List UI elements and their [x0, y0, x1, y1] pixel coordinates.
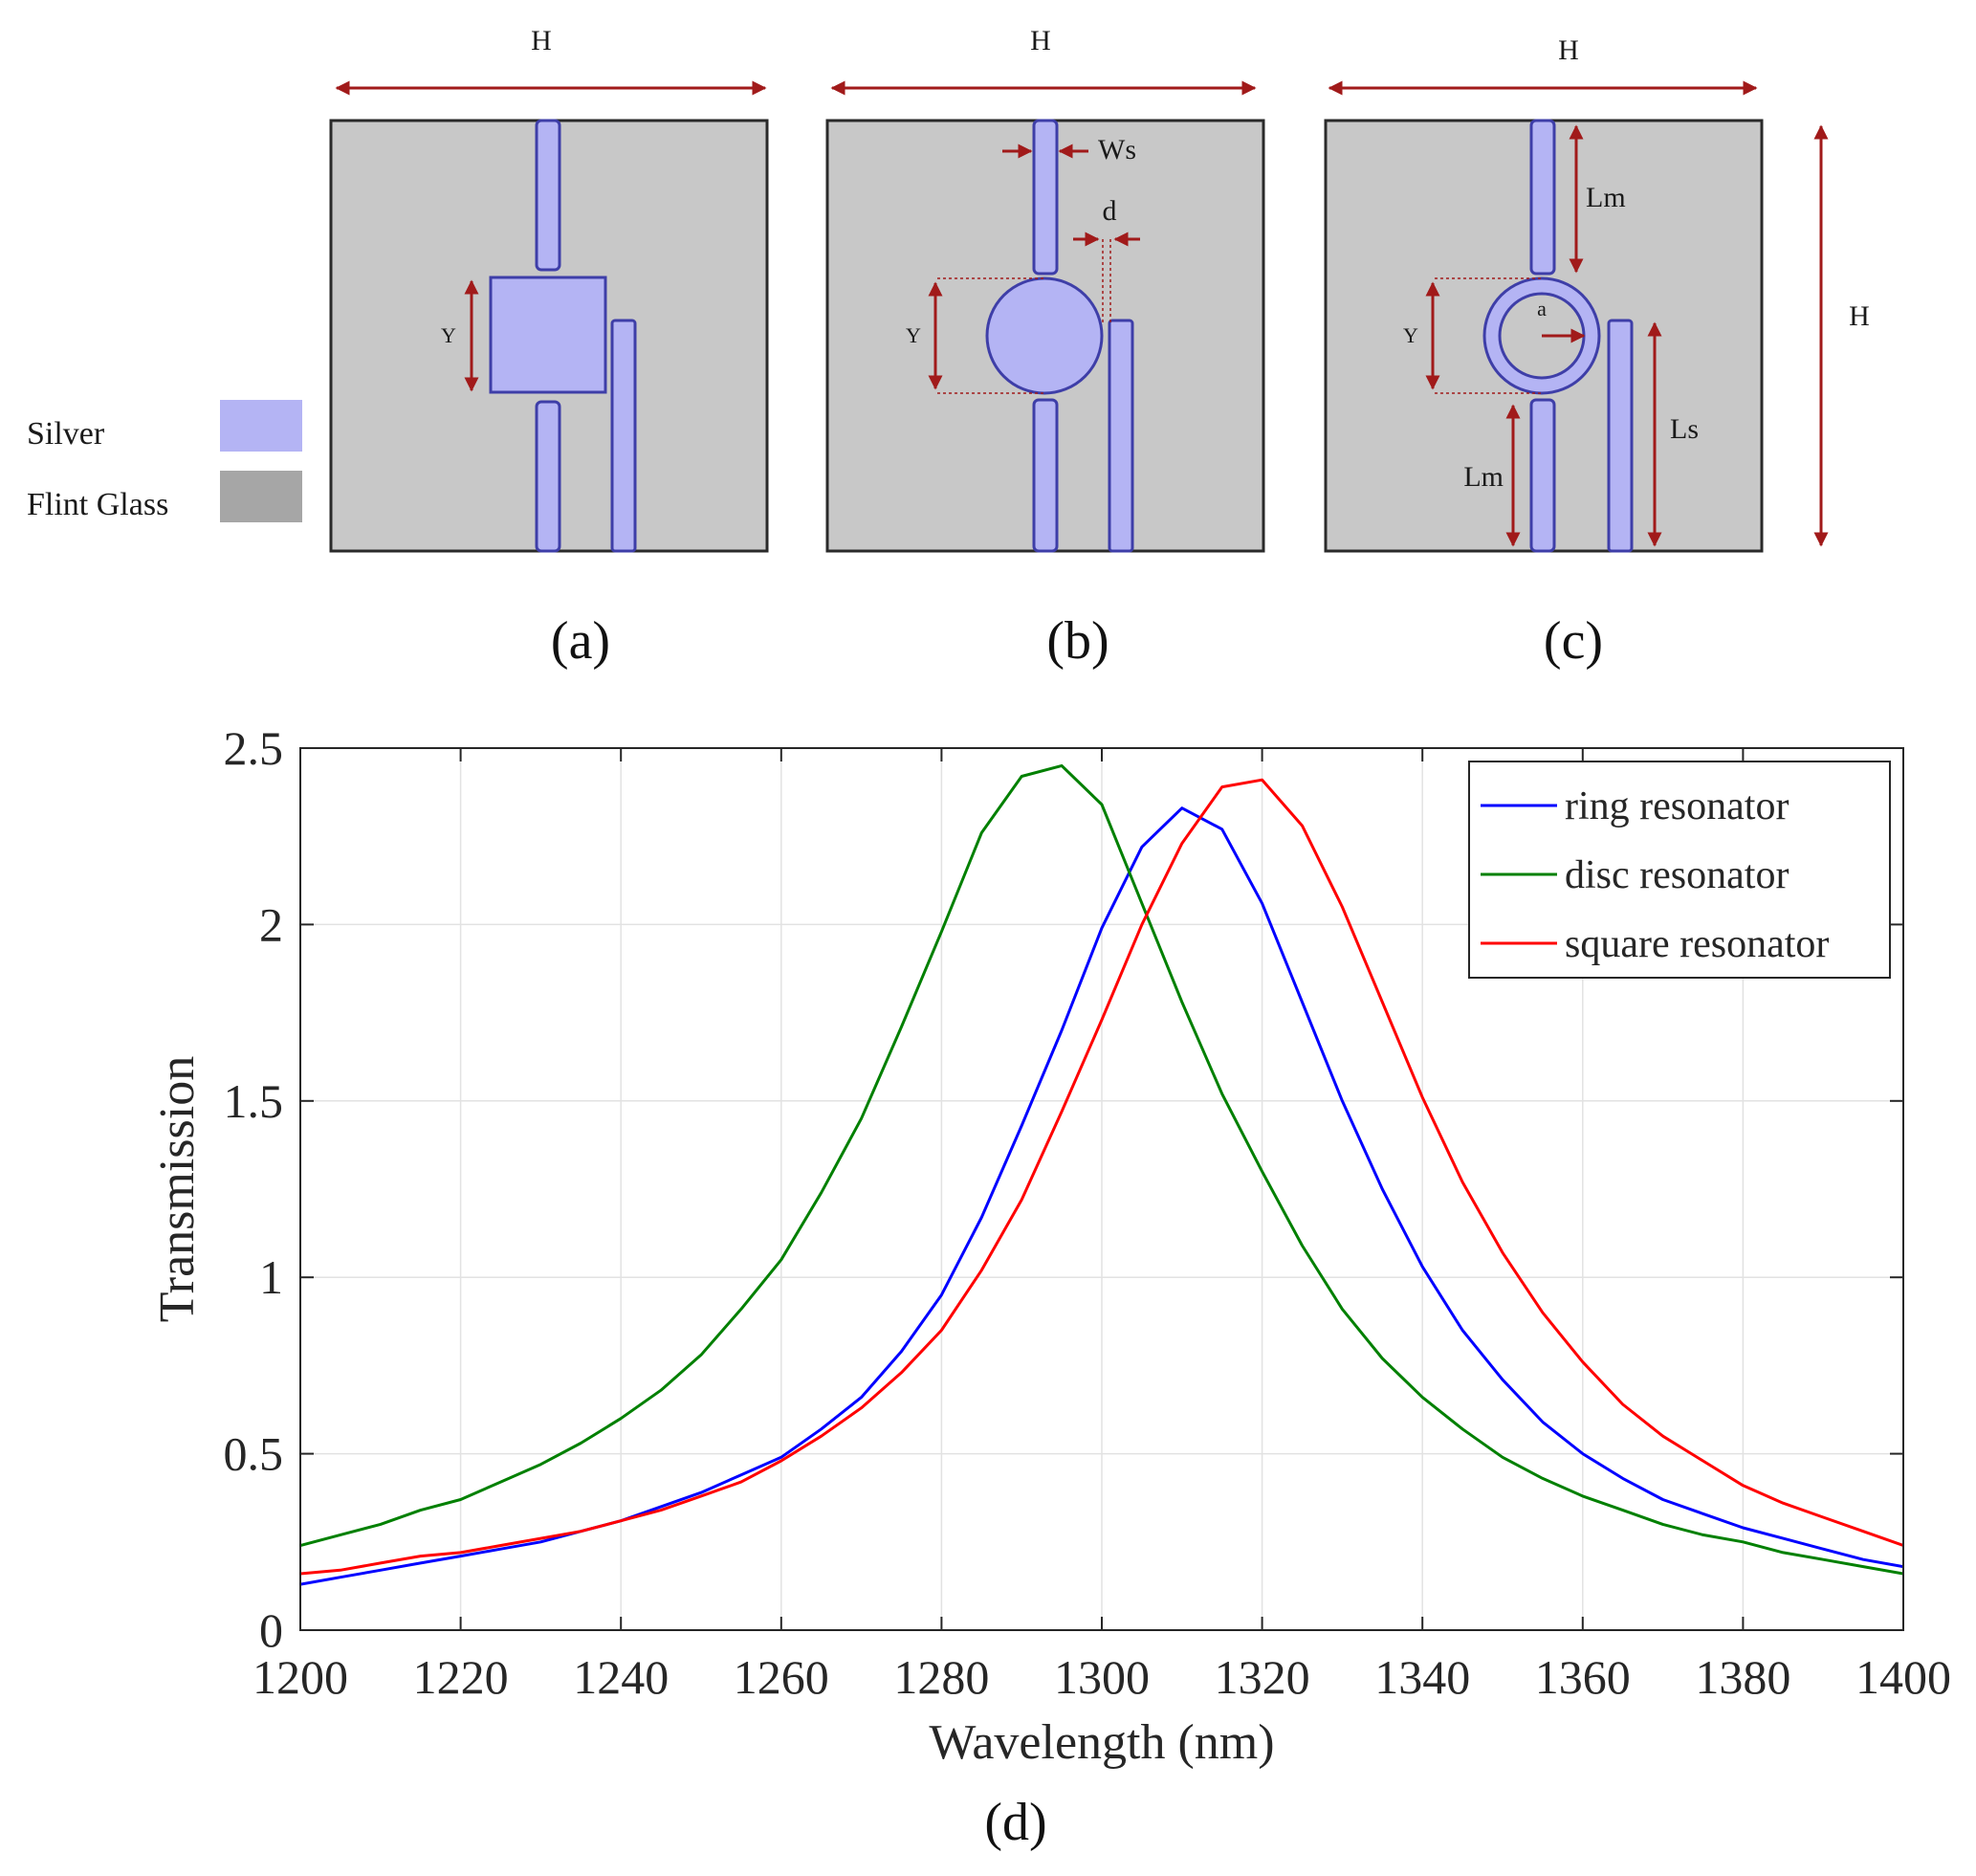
- legend-label-square: square resonator: [1565, 922, 1829, 966]
- ls-label: Ls: [1670, 413, 1699, 445]
- panel-label-a: (a): [551, 611, 610, 671]
- silver-swatch: [220, 400, 302, 452]
- transmission-chart: 1200 1220 1240 1260 1280 1300 1320 1340 1360 1380…: [150, 721, 1951, 1852]
- top-waveguide: [535, 119, 561, 272]
- material-key: Silver Flint Glass: [27, 400, 302, 522]
- panel-label-b: (b): [1046, 611, 1109, 671]
- x-tick-label: 1300: [1054, 1650, 1150, 1704]
- y-tick-label: 1: [259, 1250, 283, 1304]
- x-tick-label: 1380: [1695, 1650, 1790, 1704]
- glass-swatch: [220, 471, 302, 522]
- x-tick-label: 1220: [413, 1650, 509, 1704]
- y-tick-label: 2.5: [224, 721, 284, 775]
- height-label: H: [1849, 300, 1870, 332]
- series-layer: [300, 763, 1903, 1586]
- legend: ring resonator disc resonator square res…: [1468, 761, 1891, 979]
- series-line-disc: [300, 763, 1903, 1576]
- y-tick-label: 0.5: [224, 1427, 284, 1481]
- y-label: Y: [906, 323, 921, 347]
- silver-key-label: Silver: [27, 416, 105, 452]
- y-label: Y: [1403, 323, 1418, 347]
- disc-resonator: [985, 276, 1104, 395]
- square-resonator: [489, 276, 607, 394]
- y-axis-title: Transmission: [150, 1056, 205, 1322]
- legend-label-disc: disc resonator: [1565, 853, 1789, 897]
- side-stub: [1607, 319, 1634, 553]
- y-label: Y: [441, 323, 456, 347]
- side-stub: [610, 319, 637, 553]
- side-stub: [1108, 319, 1134, 553]
- width-label: H: [1030, 25, 1051, 56]
- legend-label-ring: ring resonator: [1565, 784, 1789, 828]
- bottom-waveguide: [535, 400, 561, 553]
- ws-label: Ws: [1098, 134, 1136, 166]
- ticks: [299, 747, 1904, 1631]
- top-waveguide: [1032, 119, 1059, 276]
- bottom-waveguide: [1529, 398, 1556, 553]
- x-tick-label: 1200: [252, 1650, 348, 1704]
- x-tick-label: 1240: [573, 1650, 669, 1704]
- x-tick-label: 1320: [1215, 1650, 1310, 1704]
- x-tick-label: 1280: [893, 1650, 989, 1704]
- y-tick-label: 2: [259, 897, 283, 951]
- top-waveguide: [1529, 119, 1556, 276]
- width-label: H: [1558, 34, 1579, 66]
- x-tick-label: 1360: [1535, 1650, 1631, 1704]
- diagram-panel-c: H a Lm Lm Ls Y H (c): [1324, 34, 1870, 671]
- x-axis-title: Wavelength (nm): [929, 1715, 1274, 1770]
- width-label: H: [531, 25, 552, 56]
- lm-top-label: Lm: [1586, 182, 1626, 213]
- y-tick-label: 0: [259, 1603, 283, 1657]
- x-tick-label: 1400: [1855, 1650, 1951, 1704]
- d-label: d: [1103, 195, 1117, 227]
- y-tick-labels: 0 0.5 1 1.5 2 2.5: [224, 721, 284, 1657]
- panel-label-d: (d): [984, 1793, 1046, 1852]
- x-tick-label: 1260: [734, 1650, 829, 1704]
- lm-bottom-label: Lm: [1463, 461, 1504, 493]
- bottom-waveguide: [1032, 398, 1059, 553]
- diagram-panel-a: H Y (a): [329, 25, 769, 671]
- legend-box: [1468, 761, 1891, 979]
- x-tick-label: 1340: [1374, 1650, 1470, 1704]
- diagram-panel-b: H Ws d Y (b): [825, 25, 1265, 671]
- panel-label-c: (c): [1544, 611, 1603, 671]
- series-line-square: [300, 778, 1903, 1576]
- y-tick-label: 1.5: [224, 1074, 284, 1128]
- glass-key-label: Flint Glass: [27, 487, 168, 522]
- x-tick-labels: 1200 1220 1240 1260 1280 1300 1320 1340 1360 1380…: [252, 1650, 1951, 1704]
- a-label: a: [1537, 297, 1547, 320]
